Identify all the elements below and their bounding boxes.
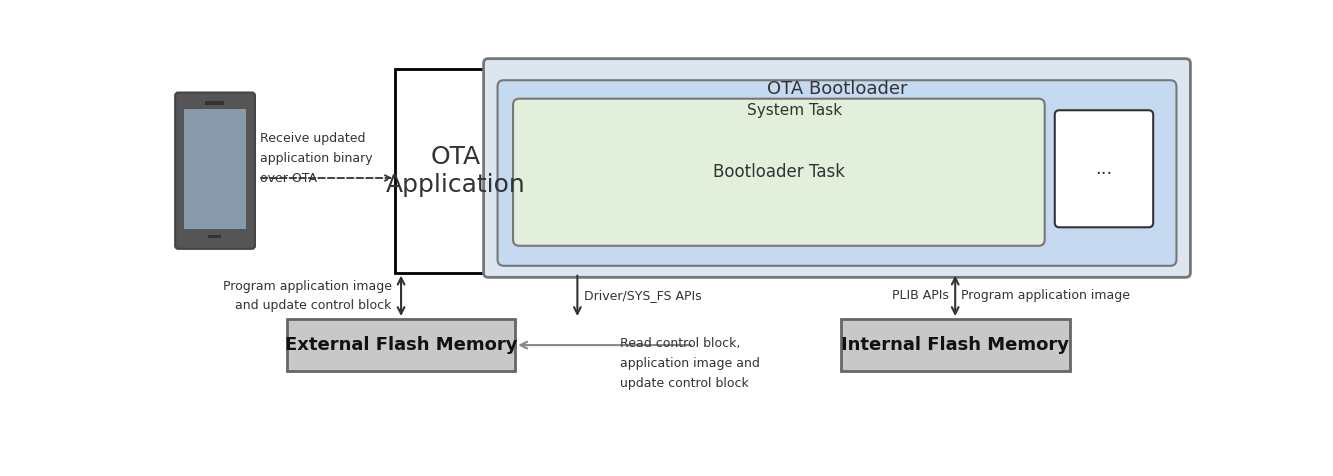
Text: ...: ... [1096, 160, 1113, 178]
Text: External Flash Memory: External Flash Memory [285, 336, 517, 354]
FancyBboxPatch shape [497, 80, 1177, 266]
Text: System Task: System Task [746, 103, 842, 119]
FancyBboxPatch shape [1054, 110, 1153, 228]
Text: Program application image
and update control block: Program application image and update con… [223, 280, 392, 312]
Text: PLIB APIs: PLIB APIs [892, 289, 949, 302]
Text: Receive updated
application binary
over OTA: Receive updated application binary over … [260, 132, 372, 185]
Text: Driver/SYS_FS APIs: Driver/SYS_FS APIs [584, 289, 701, 302]
Bar [287, 319, 516, 371]
Bar [184, 109, 247, 229]
Bar [841, 319, 1069, 371]
Text: Internal Flash Memory: Internal Flash Memory [841, 336, 1069, 354]
FancyBboxPatch shape [175, 92, 255, 249]
Bar [208, 235, 221, 238]
FancyBboxPatch shape [484, 59, 1190, 278]
Text: Program application image: Program application image [961, 289, 1130, 302]
Text: OTA
Application: OTA Application [385, 145, 525, 197]
Bar [396, 69, 516, 273]
Text: OTA Bootloader: OTA Bootloader [766, 80, 908, 98]
Bar [205, 101, 224, 105]
FancyBboxPatch shape [513, 99, 1045, 246]
Text: Read control block,
application image and
update control block: Read control block, application image an… [620, 337, 760, 390]
Text: Bootloader Task: Bootloader Task [713, 163, 845, 181]
